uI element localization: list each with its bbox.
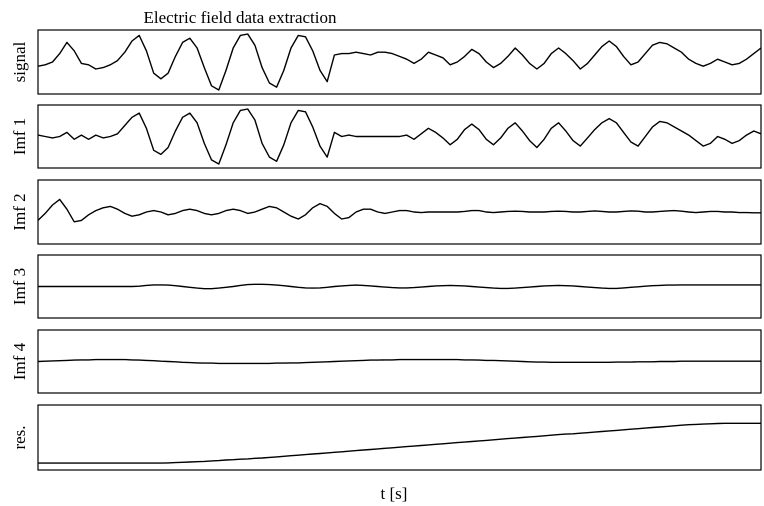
x-axis-label: t [s]: [381, 484, 408, 503]
series-line-signal: [37, 33, 762, 91]
panel-frame-imf-1: [37, 104, 762, 169]
series-line-imf-3: [38, 283, 761, 290]
y-axis-label-imf-1: Imf 1: [10, 118, 29, 155]
series-line-res: [38, 422, 761, 464]
panel-frame-imf-2: [37, 179, 762, 245]
y-axis-label-imf-2: Imf 2: [10, 193, 29, 230]
chart-panels: signal Imf 1 Imf 2 Imf 3 Imf 4 res.: [10, 29, 762, 471]
panel-frame-res: [37, 404, 762, 471]
series-line-imf-1: [37, 108, 762, 165]
y-axis-label-res: res.: [10, 425, 29, 449]
y-axis-label-signal: signal: [10, 41, 29, 82]
series-line-imf-4: [37, 358, 761, 365]
panel-frame-signal: [37, 29, 762, 95]
y-axis-label-imf-3: Imf 3: [10, 268, 29, 305]
chart-title: Electric field data extraction: [143, 8, 337, 27]
panel-frame-imf-3: [37, 254, 762, 319]
series-line-imf-2: [37, 198, 761, 223]
y-axis-label-imf-4: Imf 4: [10, 342, 29, 380]
